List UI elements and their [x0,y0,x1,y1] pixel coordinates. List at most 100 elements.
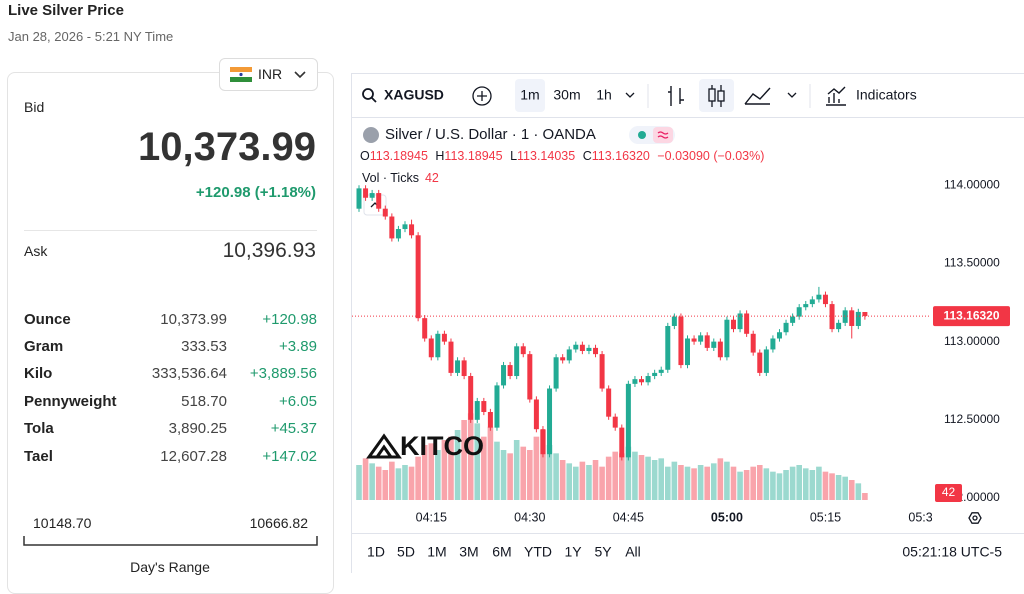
x-tick-label: 04:15 [416,510,447,524]
range-high: 10666.82 [249,515,308,531]
candle-body [842,310,848,323]
candle-body [501,365,507,386]
volume-bar [559,460,566,500]
candle-body [855,311,861,326]
indicators-icon[interactable] [826,86,846,106]
volume-bar [750,466,756,500]
clock: 05:21:18 UTC-5 [902,544,1002,560]
divider [24,230,317,231]
range-low: 10148.70 [33,515,92,531]
symbol-logo [363,127,379,143]
bars-icon[interactable] [668,86,684,106]
volume-bar [770,471,776,500]
y-tick-label: 113.50000 [944,256,1000,270]
volume-bar [743,470,750,500]
period-bar: 1D 5D 1M 3M 6M YTD 1Y 5Y All [367,544,641,560]
volume-tag-bg [935,484,962,502]
interval-group: 1m 30m 1h [520,87,612,103]
candle-body [849,310,855,326]
unit-price: 518.70 [181,393,227,410]
price-tag: 113.16320 [943,308,999,322]
candle-body [356,188,362,209]
period-button[interactable]: 3M [459,544,478,560]
period-button[interactable]: All [625,544,641,560]
bid-price: 10,373.99 [138,125,316,169]
volume-bar [717,458,724,500]
candle-body [363,188,369,198]
candle-body [461,360,467,377]
volume-tag: 42 [942,485,956,499]
candle-body [389,216,395,239]
period-button[interactable]: 1Y [564,544,582,560]
candle-body [566,349,572,361]
candle-body [402,224,408,230]
unit-change: +6.05 [279,393,317,410]
interval-button[interactable]: 30m [553,87,580,103]
candle-body [514,346,520,377]
volume-bar [395,468,402,500]
collapse-button[interactable] [363,194,387,216]
candle-body [422,318,428,339]
volume-bar [763,468,770,500]
candle-body [803,304,809,308]
price-tag-bg [933,306,1010,327]
symbol[interactable]: XAGUSD [384,87,444,103]
compare-button[interactable] [472,86,492,106]
candles-icon[interactable] [708,85,725,107]
volume-bar [375,466,382,500]
period-button[interactable]: 1D [367,544,385,560]
candle-body [448,341,454,373]
area-icon[interactable] [744,87,771,105]
candle-body [691,338,697,342]
volume-bar [533,436,540,500]
search-icon[interactable] [362,88,377,103]
indicators-button[interactable]: Indicators [856,87,917,103]
volume-bar [435,450,441,500]
candle-body [770,338,776,350]
volume-bar [448,436,454,500]
unit-change: +45.37 [270,420,317,437]
x-tick-label: 05:30 [908,510,939,524]
candle-body [507,365,513,377]
currency-select[interactable]: INR [219,58,318,91]
candle-body [487,411,493,428]
period-button[interactable]: 5D [397,544,415,560]
volume-bar [822,471,829,500]
volume-bar [520,446,527,500]
chart-type-chevron[interactable] [787,92,797,98]
chart-root: XAGUSD 1m 30m 1h Indicators Silver / U.S. … [351,73,1024,573]
candle-body [717,341,723,358]
range-label: Day's Range [130,559,210,575]
volume-bar [579,461,586,500]
candle-body [612,416,618,428]
candle-body [455,360,461,373]
settings-icon[interactable] [968,512,982,524]
volume-bar [796,465,802,500]
candle-body [468,376,474,420]
period-button[interactable]: YTD [524,544,552,560]
volume-bar [540,430,546,500]
period-button[interactable]: 5Y [594,544,612,560]
period-button[interactable]: 1M [427,544,446,560]
candle-body [441,333,447,342]
candle-body [376,193,382,209]
volume-bar [389,461,395,500]
volume-bar [481,436,487,500]
market-status [638,131,646,139]
ohlc-key: O [360,149,370,163]
volume-bar [553,453,559,500]
unit-change: +3,889.56 [249,365,317,382]
unit-price: 3,890.25 [168,420,227,437]
period-button[interactable]: 6M [492,544,511,560]
interval-button[interactable]: 1m [520,87,539,103]
volume-bar [362,458,369,500]
watermark: KITCO [366,431,484,461]
candle-body [474,401,480,420]
interval-chevron[interactable] [625,92,635,98]
interval-button[interactable]: 1h [596,87,612,103]
volume-bar [494,441,500,500]
candle-body [783,322,789,333]
candle-body [579,344,585,352]
volume-bar [369,463,375,500]
axes: 112.00000112.50000113.00000113.50000114.… [352,177,1010,524]
